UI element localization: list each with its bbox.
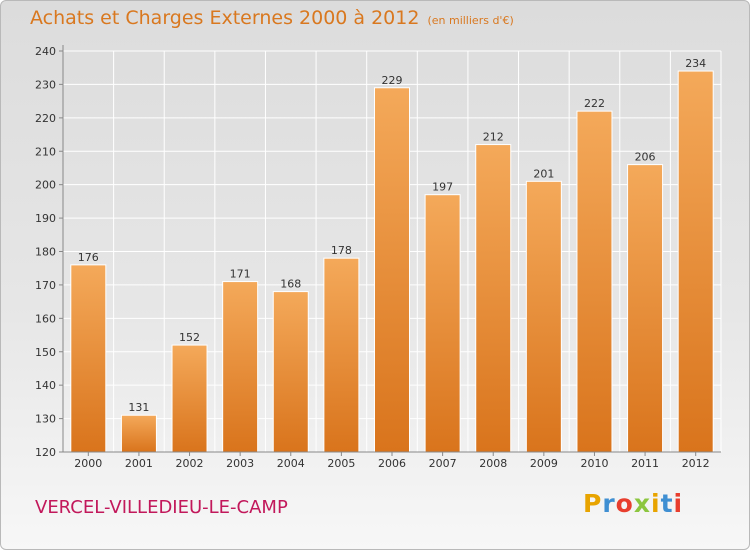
bar-2000 xyxy=(70,264,107,453)
y-tick-label: 170 xyxy=(35,279,56,292)
y-tick-label: 130 xyxy=(35,413,56,426)
value-label-2011: 206 xyxy=(635,151,656,164)
chart-title-text: Achats et Charges Externes 2000 à 2012 xyxy=(30,7,420,29)
proxiti-logo[interactable]: Proxiti xyxy=(583,489,683,518)
x-tick-label-2006: 2006 xyxy=(378,457,406,470)
x-tick-label-2012: 2012 xyxy=(682,457,710,470)
x-tick-label-2007: 2007 xyxy=(429,457,457,470)
y-tick-label: 160 xyxy=(35,312,56,325)
city-name: VERCEL-VILLEDIEU-LE-CAMP xyxy=(35,497,288,518)
bar-2004 xyxy=(272,291,309,453)
chart-title: Achats et Charges Externes 2000 à 2012 (e… xyxy=(30,7,514,29)
value-label-2001: 131 xyxy=(128,401,149,414)
y-tick-label: 240 xyxy=(35,45,56,58)
bar-2012 xyxy=(677,70,714,453)
logo-letter: t xyxy=(660,489,674,518)
bar-2008 xyxy=(475,144,512,453)
x-tick-label-2004: 2004 xyxy=(277,457,305,470)
bar-2002 xyxy=(171,344,208,453)
x-tick-label-2008: 2008 xyxy=(479,457,507,470)
x-tick-label-2002: 2002 xyxy=(176,457,204,470)
y-tick-label: 200 xyxy=(35,179,56,192)
logo-letter: o xyxy=(615,489,634,518)
value-label-2004: 168 xyxy=(280,278,301,291)
y-tick-label: 190 xyxy=(35,212,56,225)
y-tick-label: 180 xyxy=(35,246,56,259)
x-tick-label-2011: 2011 xyxy=(631,457,659,470)
value-label-2002: 152 xyxy=(179,331,200,344)
x-tick-label-2003: 2003 xyxy=(226,457,254,470)
value-label-2006: 229 xyxy=(382,74,403,87)
bar-2001 xyxy=(120,414,157,453)
labels: 120 130 140 150 160 170 180 190 200 210 220 230 240 1… xyxy=(35,45,710,470)
x-tick-label-2010: 2010 xyxy=(580,457,608,470)
chart-unit: (en milliers d'€) xyxy=(427,14,514,27)
value-label-2010: 222 xyxy=(584,97,605,110)
logo-letter: P xyxy=(583,489,603,518)
value-label-2008: 212 xyxy=(483,131,504,144)
axes xyxy=(59,45,721,456)
x-tick-label-2001: 2001 xyxy=(125,457,153,470)
x-tick-label-2000: 2000 xyxy=(74,457,102,470)
value-label-2005: 178 xyxy=(331,244,352,257)
y-tick-label: 230 xyxy=(35,78,56,91)
bar-2003 xyxy=(222,281,259,453)
y-tick-label: 140 xyxy=(35,379,56,392)
x-tick-label-2005: 2005 xyxy=(327,457,355,470)
value-label-2012: 234 xyxy=(685,57,706,70)
value-label-2009: 201 xyxy=(533,167,554,180)
y-tick-label: 220 xyxy=(35,112,56,125)
logo-letter: i xyxy=(651,489,661,518)
x-tick-label-2009: 2009 xyxy=(530,457,558,470)
y-tick-label: 210 xyxy=(35,145,56,158)
bar-2007 xyxy=(424,194,461,453)
bar-2011 xyxy=(627,164,664,453)
bar-2005 xyxy=(323,257,360,453)
bar-2010 xyxy=(576,110,613,453)
bar-2006 xyxy=(374,87,410,453)
value-label-2000: 176 xyxy=(78,251,99,264)
logo-letter: r xyxy=(602,489,616,518)
logo-letter: i xyxy=(673,489,684,518)
y-tick-label: 120 xyxy=(35,446,56,459)
bar-2009 xyxy=(525,180,562,453)
y-tick-label: 150 xyxy=(35,346,56,359)
value-label-2003: 171 xyxy=(230,268,251,281)
logo-letter: x xyxy=(633,489,651,518)
value-label-2007: 197 xyxy=(432,181,453,194)
bars xyxy=(70,70,714,453)
